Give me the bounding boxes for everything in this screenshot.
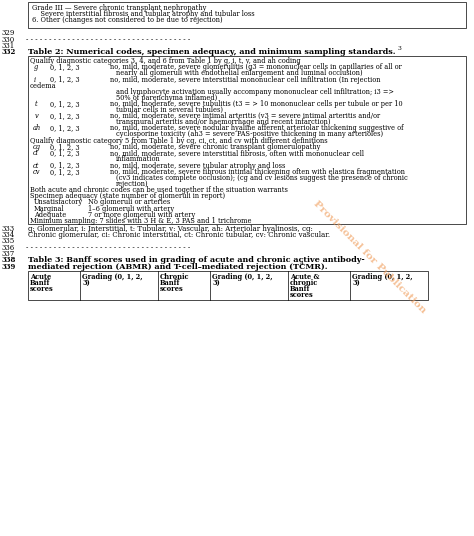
Text: no, mild, moderate, severe tubulitis (t3 = > 10 mononuclear cells per tubule or : no, mild, moderate, severe tubulitis (t3… [110, 100, 402, 108]
Text: Banff: Banff [30, 279, 50, 287]
Text: 50% of parenchyma inflamed): 50% of parenchyma inflamed) [116, 93, 217, 101]
Text: 0, 1, 2, 3: 0, 1, 2, 3 [50, 168, 80, 176]
Text: ah: ah [33, 124, 41, 132]
Text: no, mild, moderate, severe interstitial fibrosis, often with mononuclear cell: no, mild, moderate, severe interstitial … [110, 149, 364, 157]
Text: Acute: Acute [30, 273, 51, 281]
Text: No glomeruli or arteries: No glomeruli or arteries [88, 198, 170, 206]
Text: Severe interstitial fibrosis and tubular atrophy and tubular loss: Severe interstitial fibrosis and tubular… [32, 11, 255, 19]
Text: 329: 329 [2, 29, 15, 37]
Text: v: v [35, 112, 39, 120]
Text: no, mild, moderate, severe nodular hyaline afferent arteriolar thickening sugges: no, mild, moderate, severe nodular hyali… [110, 124, 403, 132]
Text: 338: 338 [2, 256, 17, 264]
Text: Grading (0, 1, 2,: Grading (0, 1, 2, [212, 273, 273, 281]
Text: no, mild, moderate, severe tubular atrophy and loss: no, mild, moderate, severe tubular atrop… [110, 161, 285, 169]
Text: rejection): rejection) [116, 180, 149, 188]
Text: t: t [35, 100, 37, 108]
Text: scores: scores [290, 291, 314, 299]
Text: nearly all glomeruli with endothelial enlargement and luminal occlusion): nearly all glomeruli with endothelial en… [116, 69, 363, 77]
Bar [28, 56, 466, 224]
Text: 1–6 glomeruli with artery: 1–6 glomeruli with artery [88, 205, 174, 213]
Text: Provisional for Publication: Provisional for Publication [312, 199, 428, 315]
Text: mediated rejection (ABMR) and T-cell–mediated rejection (TCMR).: mediated rejection (ABMR) and T-cell–med… [28, 263, 328, 271]
Text: i: i [34, 76, 36, 84]
Text: Unsatisfactory: Unsatisfactory [34, 198, 83, 206]
Text: 0, 1, 2, 3: 0, 1, 2, 3 [50, 112, 80, 120]
Text: 0, 1, 2, 3: 0, 1, 2, 3 [50, 76, 80, 84]
Text: Grading (0, 1, 2,: Grading (0, 1, 2, [352, 273, 412, 281]
Text: 336: 336 [2, 243, 15, 251]
Text: Banff: Banff [160, 279, 181, 287]
Text: no, mild, moderate, severe chronic transplant glomerulopathy: no, mild, moderate, severe chronic trans… [110, 143, 320, 151]
Text: Chronic: Chronic [160, 273, 190, 281]
Text: inflammation: inflammation [116, 155, 161, 163]
Text: 4: 4 [300, 261, 304, 266]
Text: cg: cg [33, 143, 41, 151]
Text: cyclosporine toxicity (ah3 = severe PAS-positive thickening in many arterioles): cyclosporine toxicity (ah3 = severe PAS-… [116, 130, 383, 138]
Text: Qualify diagnostic categories 3, 4, and 6 from Table 1 by g, i, t, v, and ah cod: Qualify diagnostic categories 3, 4, and … [30, 57, 301, 65]
Text: 3: 3 [398, 47, 402, 51]
Text: - - - - - - - - - - - - - - - - - - - - - - - - - - - - - - - - - - - -: - - - - - - - - - - - - - - - - - - - - … [26, 243, 192, 251]
Text: 3): 3) [352, 279, 360, 287]
Text: 0, 1, 2, 3: 0, 1, 2, 3 [50, 124, 80, 132]
Text: transmural arteritis and/or haemorrhage and recent infarction): transmural arteritis and/or haemorrhage … [116, 118, 330, 126]
Text: no, mild, moderate, severe intimal arteritis (v3 = severe intimal arteritis and/: no, mild, moderate, severe intimal arter… [110, 112, 380, 120]
Text: 332: 332 [2, 48, 17, 56]
Text: cv: cv [33, 168, 40, 176]
Text: Specimen adequacy (state number of glomeruli in report): Specimen adequacy (state number of glome… [30, 192, 225, 200]
Text: no, mild, moderate, severe glomerulitis (g3 = mononuclear cells in capillaries o: no, mild, moderate, severe glomerulitis … [110, 63, 402, 71]
Text: 333: 333 [2, 225, 15, 233]
Text: 3): 3) [212, 279, 220, 287]
Text: no, mild, moderate, severe fibrous intimal thickening often with elastica fragme: no, mild, moderate, severe fibrous intim… [110, 168, 405, 176]
Text: 6. Other (changes not considered to be due to rejection): 6. Other (changes not considered to be d… [32, 17, 223, 25]
Text: (cv3 indicates complete occlusion); (cg and cv lesions suggest the presence of c: (cv3 indicates complete occlusion); (cg … [116, 174, 408, 182]
Text: Chronic glomerular, ci: Chronic interstitial, ct: Chronic tubular, cv: Chronic v: Chronic glomerular, ci: Chronic intersti… [28, 231, 330, 239]
Text: g: Glomerular, i: Interstitial, t: Tubular, v: Vascular, ah: Arteriolar hyalinos: g: Glomerular, i: Interstitial, t: Tubul… [28, 225, 313, 233]
Text: g: g [34, 63, 38, 71]
Text: 339: 339 [2, 263, 17, 271]
Text: 337: 337 [2, 250, 15, 258]
Text: Qualify diagnostic category 5 from Table 1 by cg, ci, ct, and cv with different : Qualify diagnostic category 5 from Table… [30, 137, 328, 145]
Text: 0, 1, 2, 3: 0, 1, 2, 3 [50, 63, 80, 71]
Text: Grading (0, 1, 2,: Grading (0, 1, 2, [82, 273, 143, 281]
Text: 7 or more glomeruli with artery: 7 or more glomeruli with artery [88, 211, 195, 219]
Text: chronic: chronic [290, 279, 318, 287]
Text: Acute &: Acute & [290, 273, 319, 281]
Text: tubular cells in several tubules): tubular cells in several tubules) [116, 106, 223, 114]
Text: 0, 1, 2, 3: 0, 1, 2, 3 [50, 100, 80, 108]
Text: - - - - - - - - - - - - - - - - - - - - - - - - - - - - - - - - - - - -: - - - - - - - - - - - - - - - - - - - - … [26, 35, 192, 43]
Text: Table 3: Banff scores used in grading of acute and chronic active antibody-: Table 3: Banff scores used in grading of… [28, 256, 365, 264]
Text: Banff: Banff [290, 285, 310, 293]
Text: oedema: oedema [30, 81, 56, 90]
Text: scores: scores [30, 285, 54, 293]
Text: 0, 1, 2, 3: 0, 1, 2, 3 [50, 143, 80, 151]
Text: Table 2: Numerical codes, specimen adequacy, and minimum sampling standards.: Table 2: Numerical codes, specimen adequ… [28, 48, 395, 56]
Text: 330: 330 [2, 35, 15, 43]
Bar [28, 2, 466, 28]
Text: 0, 1, 2, 3: 0, 1, 2, 3 [50, 149, 80, 157]
Text: Grade III — Severe chronic transplant nephropathy: Grade III — Severe chronic transplant ne… [32, 4, 206, 12]
Text: Marginal: Marginal [34, 205, 64, 213]
Text: 334: 334 [2, 231, 15, 239]
Text: 335: 335 [2, 237, 15, 245]
Text: no, mild, moderate, severe interstitial mononuclear cell infiltration (In reject: no, mild, moderate, severe interstitial … [110, 76, 381, 84]
Bar [28, 271, 428, 300]
Text: 0, 1, 2, 3: 0, 1, 2, 3 [50, 161, 80, 169]
Text: 331: 331 [2, 42, 15, 50]
Text: ci: ci [33, 149, 39, 157]
Text: ct: ct [33, 161, 39, 169]
Text: 3): 3) [82, 279, 90, 287]
Text: Minimum sampling: 7 slides with 3 H & E, 3 PAS and 1 trichrome: Minimum sampling: 7 slides with 3 H & E,… [30, 217, 252, 225]
Text: and lymphocyte activation usually accompany mononuclear cell infiltration; i3 =>: and lymphocyte activation usually accomp… [116, 87, 394, 95]
Text: scores: scores [160, 285, 184, 293]
Text: Adequate: Adequate [34, 211, 66, 219]
Text: Both acute and chronic codes can be used together if the situation warrants: Both acute and chronic codes can be used… [30, 186, 288, 194]
